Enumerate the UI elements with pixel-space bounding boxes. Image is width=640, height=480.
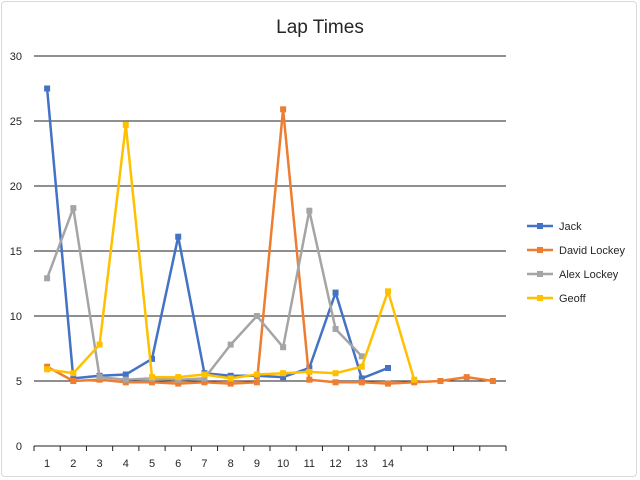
data-point — [253, 379, 260, 386]
x-tick-label: 6 — [175, 458, 181, 470]
legend-label: Alex Lockey — [559, 269, 619, 281]
y-tick-label: 25 — [10, 116, 22, 128]
data-point — [227, 375, 234, 382]
data-point — [385, 288, 391, 295]
data-point — [332, 379, 339, 386]
legend: Jack David Lockey Alex Lockey Geoff — [527, 221, 626, 305]
chart-title: Lap Times — [276, 17, 364, 38]
data-point — [149, 355, 155, 362]
legend-marker — [537, 295, 543, 301]
x-tick-label: 7 — [201, 458, 207, 470]
data-point — [358, 363, 365, 370]
data-point — [306, 368, 313, 375]
data-point — [70, 205, 77, 212]
data-point — [280, 370, 287, 377]
data-point — [463, 374, 470, 381]
legend-item: Alex Lockey — [527, 269, 619, 281]
data-point — [70, 378, 77, 384]
x-tick-label: 12 — [329, 458, 341, 470]
data-point — [280, 344, 287, 351]
data-point — [96, 341, 103, 348]
y-tick-label: 10 — [10, 311, 22, 323]
series-alex-lockey — [44, 205, 365, 383]
legend-item: David Lockey — [527, 245, 626, 257]
data-point — [175, 233, 182, 240]
y-axis-ticks: 0 5 10 15 20 25 30 — [10, 51, 22, 453]
legend-label: Jack — [559, 221, 582, 233]
y-tick-label: 30 — [10, 51, 22, 63]
x-axis: 1 2 3 4 5 6 7 8 9 10 11 12 13 14 — [33, 445, 507, 470]
data-point — [122, 121, 129, 128]
data-point — [122, 376, 129, 383]
data-point — [358, 375, 365, 382]
y-tick-label: 20 — [10, 181, 22, 193]
data-point — [253, 371, 260, 378]
legend-item: Geoff — [527, 293, 587, 305]
legend-item: Jack — [527, 221, 582, 233]
x-tick-label: 9 — [254, 458, 260, 470]
data-point — [332, 289, 339, 296]
data-point — [411, 376, 418, 383]
x-tick-label: 10 — [277, 458, 289, 470]
data-point — [201, 375, 208, 382]
legend-label: David Lockey — [559, 245, 626, 257]
data-point — [44, 275, 51, 282]
data-point — [122, 371, 129, 378]
data-point — [149, 379, 155, 386]
series-line — [45, 88, 389, 380]
data-point — [175, 374, 182, 381]
data-point — [227, 380, 234, 387]
x-tick-label: 1 — [44, 458, 50, 470]
data-point — [306, 207, 313, 214]
data-point — [280, 106, 287, 113]
series-group — [44, 85, 496, 387]
data-point — [44, 366, 51, 373]
series-geoff — [44, 121, 418, 383]
y-tick-label: 0 — [16, 441, 22, 453]
data-point — [385, 380, 391, 387]
x-tick-label: 2 — [70, 458, 76, 470]
legend-marker — [537, 247, 543, 253]
data-point — [437, 378, 444, 384]
x-tick-label: 13 — [356, 458, 368, 470]
series-line — [46, 108, 494, 385]
y-tick-label: 15 — [10, 246, 22, 258]
series-jack — [44, 85, 391, 382]
data-point — [489, 378, 496, 384]
data-point — [332, 370, 339, 377]
data-point — [175, 380, 182, 387]
x-tick-label: 3 — [96, 458, 102, 470]
data-point — [306, 376, 313, 383]
series-line — [46, 123, 416, 381]
data-point — [44, 85, 51, 92]
x-tick-label: 8 — [228, 458, 234, 470]
data-point — [358, 353, 365, 360]
legend-marker — [537, 223, 543, 229]
data-point — [201, 371, 208, 378]
data-point — [70, 370, 77, 377]
x-tick-label: 4 — [123, 458, 129, 470]
y-tick-label: 5 — [16, 376, 22, 388]
data-point — [253, 313, 260, 319]
data-point — [332, 326, 339, 332]
data-point — [358, 379, 365, 386]
legend-marker — [537, 271, 543, 277]
x-tick-label: 11 — [304, 458, 315, 470]
x-tick-label: 14 — [382, 458, 394, 470]
legend-label: Geoff — [559, 293, 587, 305]
data-point — [96, 374, 103, 381]
data-point — [280, 374, 287, 381]
data-point — [227, 341, 234, 348]
data-point — [385, 365, 391, 371]
data-point — [149, 374, 155, 381]
data-point — [201, 379, 208, 386]
x-tick-label: 5 — [149, 458, 155, 470]
